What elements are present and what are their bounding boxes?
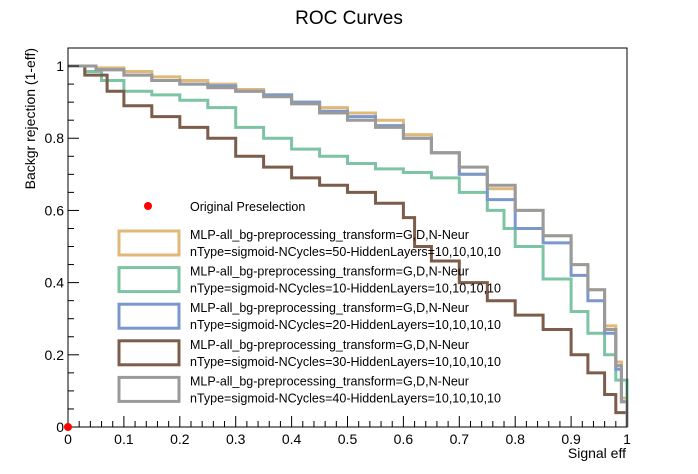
marker-layer bbox=[64, 423, 72, 431]
x-tick-label: 0.5 bbox=[338, 431, 358, 447]
legend: Original Preselection MLP-all_bg-preproce… bbox=[117, 200, 501, 405]
x-tick-label: 0.3 bbox=[226, 431, 246, 447]
curves-layer bbox=[68, 64, 629, 427]
y-tick-label: 0.8 bbox=[45, 130, 65, 146]
legend-swatch bbox=[117, 302, 181, 330]
axis-ticks: 0 0.1 0.2 0.3 0.4 0.5 0.6 0.7 0.8 0.9 1 0 0.2 0.4 0.6 0… bbox=[45, 47, 631, 447]
x-tick-label: 0.4 bbox=[282, 431, 302, 447]
legend-label-line2: nType=sigmoid-NCycles=50-HiddenLayers=10… bbox=[190, 245, 501, 259]
legend-label: Original Preselection bbox=[190, 200, 305, 214]
legend-label: MLP-all_bg-preprocessing_transform=G,D,N… bbox=[190, 374, 469, 388]
x-tick-label: 0.8 bbox=[505, 431, 525, 447]
x-tick-label: 0.1 bbox=[114, 431, 134, 447]
legend-label: MLP-all_bg-preprocessing_transform=G,D,N… bbox=[190, 265, 469, 279]
y-axis-label: Backgr rejection (1-eff) bbox=[22, 48, 38, 189]
legend-label-line2: nType=sigmoid-NCycles=20-HiddenLayers=10… bbox=[190, 318, 501, 332]
legend-label-line2: nType=sigmoid-NCycles=10-HiddenLayers=10… bbox=[190, 282, 501, 296]
legend-swatch bbox=[117, 266, 181, 294]
roc-curve-4 bbox=[68, 64, 629, 427]
y-tick-label: 0.4 bbox=[45, 275, 65, 291]
legend-label: MLP-all_bg-preprocessing_transform=G,D,N… bbox=[190, 301, 469, 315]
y-tick-label: 0 bbox=[56, 419, 64, 435]
x-tick-label: 0 bbox=[64, 431, 72, 447]
legend-swatch bbox=[117, 375, 181, 403]
legend-swatch bbox=[117, 339, 181, 367]
y-tick-label: 1 bbox=[56, 58, 64, 74]
y-tick-label: 0.2 bbox=[45, 347, 65, 363]
preselection-point bbox=[64, 423, 72, 431]
x-tick-label: 0.7 bbox=[450, 431, 470, 447]
x-tick-label: 0.9 bbox=[561, 431, 581, 447]
x-tick-label: 0.2 bbox=[170, 431, 190, 447]
legend-marker bbox=[144, 202, 152, 210]
roc-curve-2 bbox=[68, 64, 629, 427]
roc-curve-5 bbox=[68, 64, 629, 427]
y-tick-label: 0.6 bbox=[45, 202, 65, 218]
legend-label-line2: nType=sigmoid-NCycles=30-HiddenLayers=10… bbox=[190, 355, 501, 369]
x-tick-label: 1 bbox=[623, 431, 631, 447]
chart-title: ROC Curves bbox=[295, 8, 403, 29]
legend-label-line2: nType=sigmoid-NCycles=40-HiddenLayers=10… bbox=[190, 391, 501, 405]
legend-label: MLP-all_bg-preprocessing_transform=G,D,N… bbox=[190, 228, 469, 242]
legend-swatch bbox=[117, 229, 181, 257]
x-axis-label: Signal eff bbox=[568, 445, 626, 461]
x-tick-label: 0.6 bbox=[394, 431, 414, 447]
legend-label: MLP-all_bg-preprocessing_transform=G,D,N… bbox=[190, 338, 469, 352]
